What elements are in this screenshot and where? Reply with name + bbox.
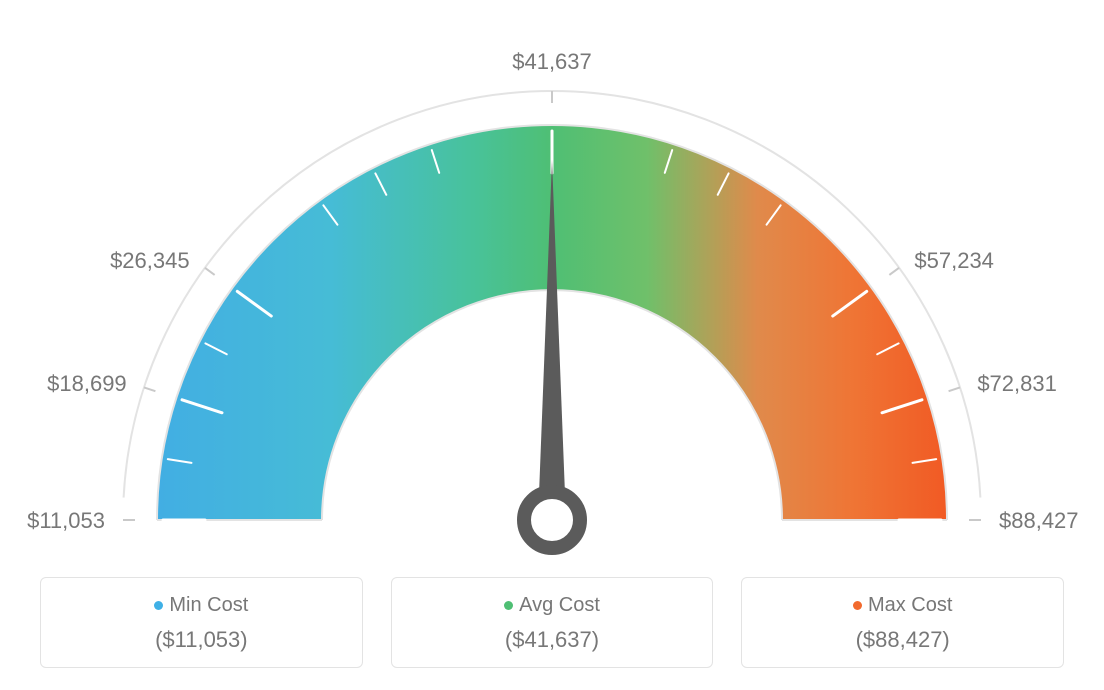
gauge-tick-label: $11,053 — [0, 508, 105, 534]
legend-value-min: ($11,053) — [51, 627, 352, 653]
legend-title-text-max: Max Cost — [868, 594, 952, 616]
cost-gauge-chart: $11,053 $18,699 $26,345 $41,637 $57,234 $72,8… — [0, 0, 1104, 690]
legend-card-min: Min Cost ($11,053) — [40, 577, 363, 668]
legend-value-max: ($88,427) — [752, 627, 1053, 653]
gauge-tick-label: $72,831 — [977, 371, 1057, 397]
gauge-tick-label: $18,699 — [7, 371, 127, 397]
gauge-tick-label: $57,234 — [914, 248, 994, 274]
legend-title-text-avg: Avg Cost — [519, 594, 600, 616]
legend-title-text-min: Min Cost — [169, 594, 248, 616]
legend-dot-min — [154, 601, 163, 610]
legend-value-avg: ($41,637) — [402, 627, 703, 653]
gauge-area: $11,053 $18,699 $26,345 $41,637 $57,234 $72,8… — [0, 0, 1104, 560]
legend-card-max: Max Cost ($88,427) — [741, 577, 1064, 668]
legend-title-max: Max Cost — [752, 594, 1053, 617]
legend-title-avg: Avg Cost — [402, 594, 703, 617]
gauge-svg — [0, 0, 1104, 560]
legend-dot-avg — [504, 601, 513, 610]
legend-title-min: Min Cost — [51, 594, 352, 617]
legend-dot-max — [853, 601, 862, 610]
legend-row: Min Cost ($11,053) Avg Cost ($41,637) Ma… — [40, 577, 1064, 668]
gauge-tick-label: $26,345 — [70, 248, 190, 274]
legend-card-avg: Avg Cost ($41,637) — [391, 577, 714, 668]
gauge-tick-label: $41,637 — [502, 49, 602, 75]
gauge-tick-label: $88,427 — [999, 508, 1079, 534]
